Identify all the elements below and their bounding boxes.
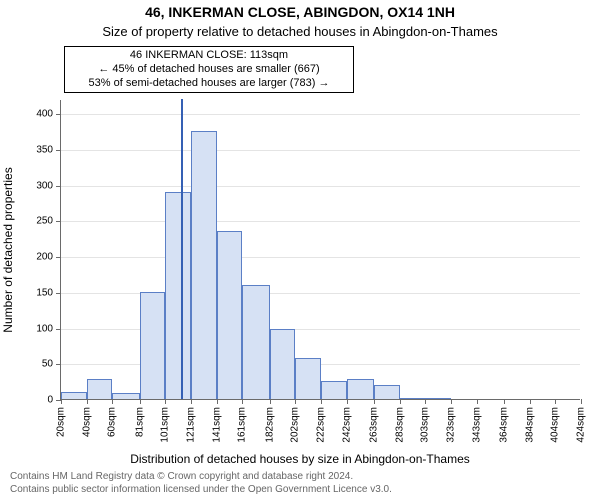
xtick-label: 20sqm <box>56 407 67 437</box>
xtick-mark <box>87 399 88 404</box>
gridline <box>61 114 580 115</box>
xtick-label: 202sqm <box>290 407 301 443</box>
xtick-mark <box>165 399 166 404</box>
xtick-mark <box>191 399 192 404</box>
histogram-bar <box>87 379 113 399</box>
ytick-mark <box>56 329 61 330</box>
xtick-mark <box>321 399 322 404</box>
xtick-mark <box>347 399 348 404</box>
histogram-bar <box>347 379 374 399</box>
xtick-label: 182sqm <box>264 407 275 443</box>
xtick-label: 60sqm <box>107 407 118 437</box>
histogram-bar <box>270 329 296 399</box>
xtick-mark <box>530 399 531 404</box>
histogram-bar <box>242 285 269 399</box>
ytick-mark <box>56 114 61 115</box>
xtick-mark <box>112 399 113 404</box>
footer-line-2: Contains public sector information licen… <box>10 483 392 496</box>
ytick-mark <box>56 186 61 187</box>
ytick-label: 50 <box>42 359 53 370</box>
gridline <box>61 186 580 187</box>
plot-area: 05010015020025030035040020sqm40sqm60sqm8… <box>60 100 580 400</box>
xtick-label: 242sqm <box>341 407 352 443</box>
annotation-line-2: ← 45% of detached houses are smaller (66… <box>69 63 349 77</box>
footer-credits: Contains HM Land Registry data © Crown c… <box>10 470 392 496</box>
xtick-label: 40sqm <box>81 407 92 437</box>
ytick-label: 400 <box>36 109 53 120</box>
histogram-bar <box>191 131 217 399</box>
xtick-label: 263sqm <box>368 407 379 443</box>
footer-line-1: Contains HM Land Registry data © Crown c… <box>10 470 392 483</box>
xtick-label: 364sqm <box>498 407 509 443</box>
xtick-label: 303sqm <box>420 407 431 443</box>
histogram-bar <box>165 192 191 399</box>
ytick-label: 250 <box>36 216 53 227</box>
xtick-mark <box>581 399 582 404</box>
histogram-bar <box>112 393 139 399</box>
xtick-mark <box>425 399 426 404</box>
histogram-bar <box>61 392 87 399</box>
annotation-line-1: 46 INKERMAN CLOSE: 113sqm <box>69 49 349 63</box>
ytick-mark <box>56 221 61 222</box>
xtick-label: 404sqm <box>550 407 561 443</box>
xtick-mark <box>451 399 452 404</box>
histogram-bar <box>140 292 166 399</box>
xtick-mark <box>374 399 375 404</box>
xtick-label: 101sqm <box>160 407 171 443</box>
gridline <box>61 257 580 258</box>
ytick-label: 150 <box>36 287 53 298</box>
xtick-mark <box>504 399 505 404</box>
ytick-label: 300 <box>36 180 53 191</box>
xtick-mark <box>295 399 296 404</box>
xtick-label: 161sqm <box>237 407 248 443</box>
xtick-mark <box>217 399 218 404</box>
xtick-mark <box>400 399 401 404</box>
ytick-mark <box>56 293 61 294</box>
xtick-label: 141sqm <box>211 407 222 443</box>
ytick-label: 200 <box>36 252 53 263</box>
histogram-bar <box>217 231 243 399</box>
xtick-label: 384sqm <box>524 407 535 443</box>
xtick-mark <box>61 399 62 404</box>
xtick-label: 81sqm <box>134 407 145 437</box>
gridline <box>61 221 580 222</box>
ytick-label: 350 <box>36 145 53 156</box>
annotation-line-3: 53% of semi-detached houses are larger (… <box>69 77 349 91</box>
chart-container: 46, INKERMAN CLOSE, ABINGDON, OX14 1NH S… <box>0 0 600 500</box>
ytick-mark <box>56 364 61 365</box>
xtick-label: 121sqm <box>186 407 197 443</box>
xtick-mark <box>270 399 271 404</box>
xtick-mark <box>140 399 141 404</box>
annotation-box: 46 INKERMAN CLOSE: 113sqm ← 45% of detac… <box>64 46 354 93</box>
xtick-mark <box>555 399 556 404</box>
ytick-label: 0 <box>47 395 53 406</box>
xtick-label: 323sqm <box>446 407 457 443</box>
page-title: 46, INKERMAN CLOSE, ABINGDON, OX14 1NH <box>0 4 600 20</box>
xtick-label: 424sqm <box>576 407 587 443</box>
histogram-bar <box>374 385 400 399</box>
histogram-bar <box>321 381 347 399</box>
ytick-mark <box>56 150 61 151</box>
y-axis-label: Number of detached properties <box>1 167 15 332</box>
property-marker-line <box>181 99 183 399</box>
xtick-mark <box>242 399 243 404</box>
histogram-bar <box>400 398 426 399</box>
gridline <box>61 150 580 151</box>
x-axis-label: Distribution of detached houses by size … <box>0 452 600 466</box>
histogram-bar <box>295 358 321 399</box>
xtick-label: 222sqm <box>316 407 327 443</box>
page-subtitle: Size of property relative to detached ho… <box>0 24 600 39</box>
xtick-label: 343sqm <box>471 407 482 443</box>
xtick-mark <box>477 399 478 404</box>
histogram-bar <box>425 398 451 399</box>
ytick-label: 100 <box>36 323 53 334</box>
ytick-mark <box>56 257 61 258</box>
xtick-label: 283sqm <box>394 407 405 443</box>
